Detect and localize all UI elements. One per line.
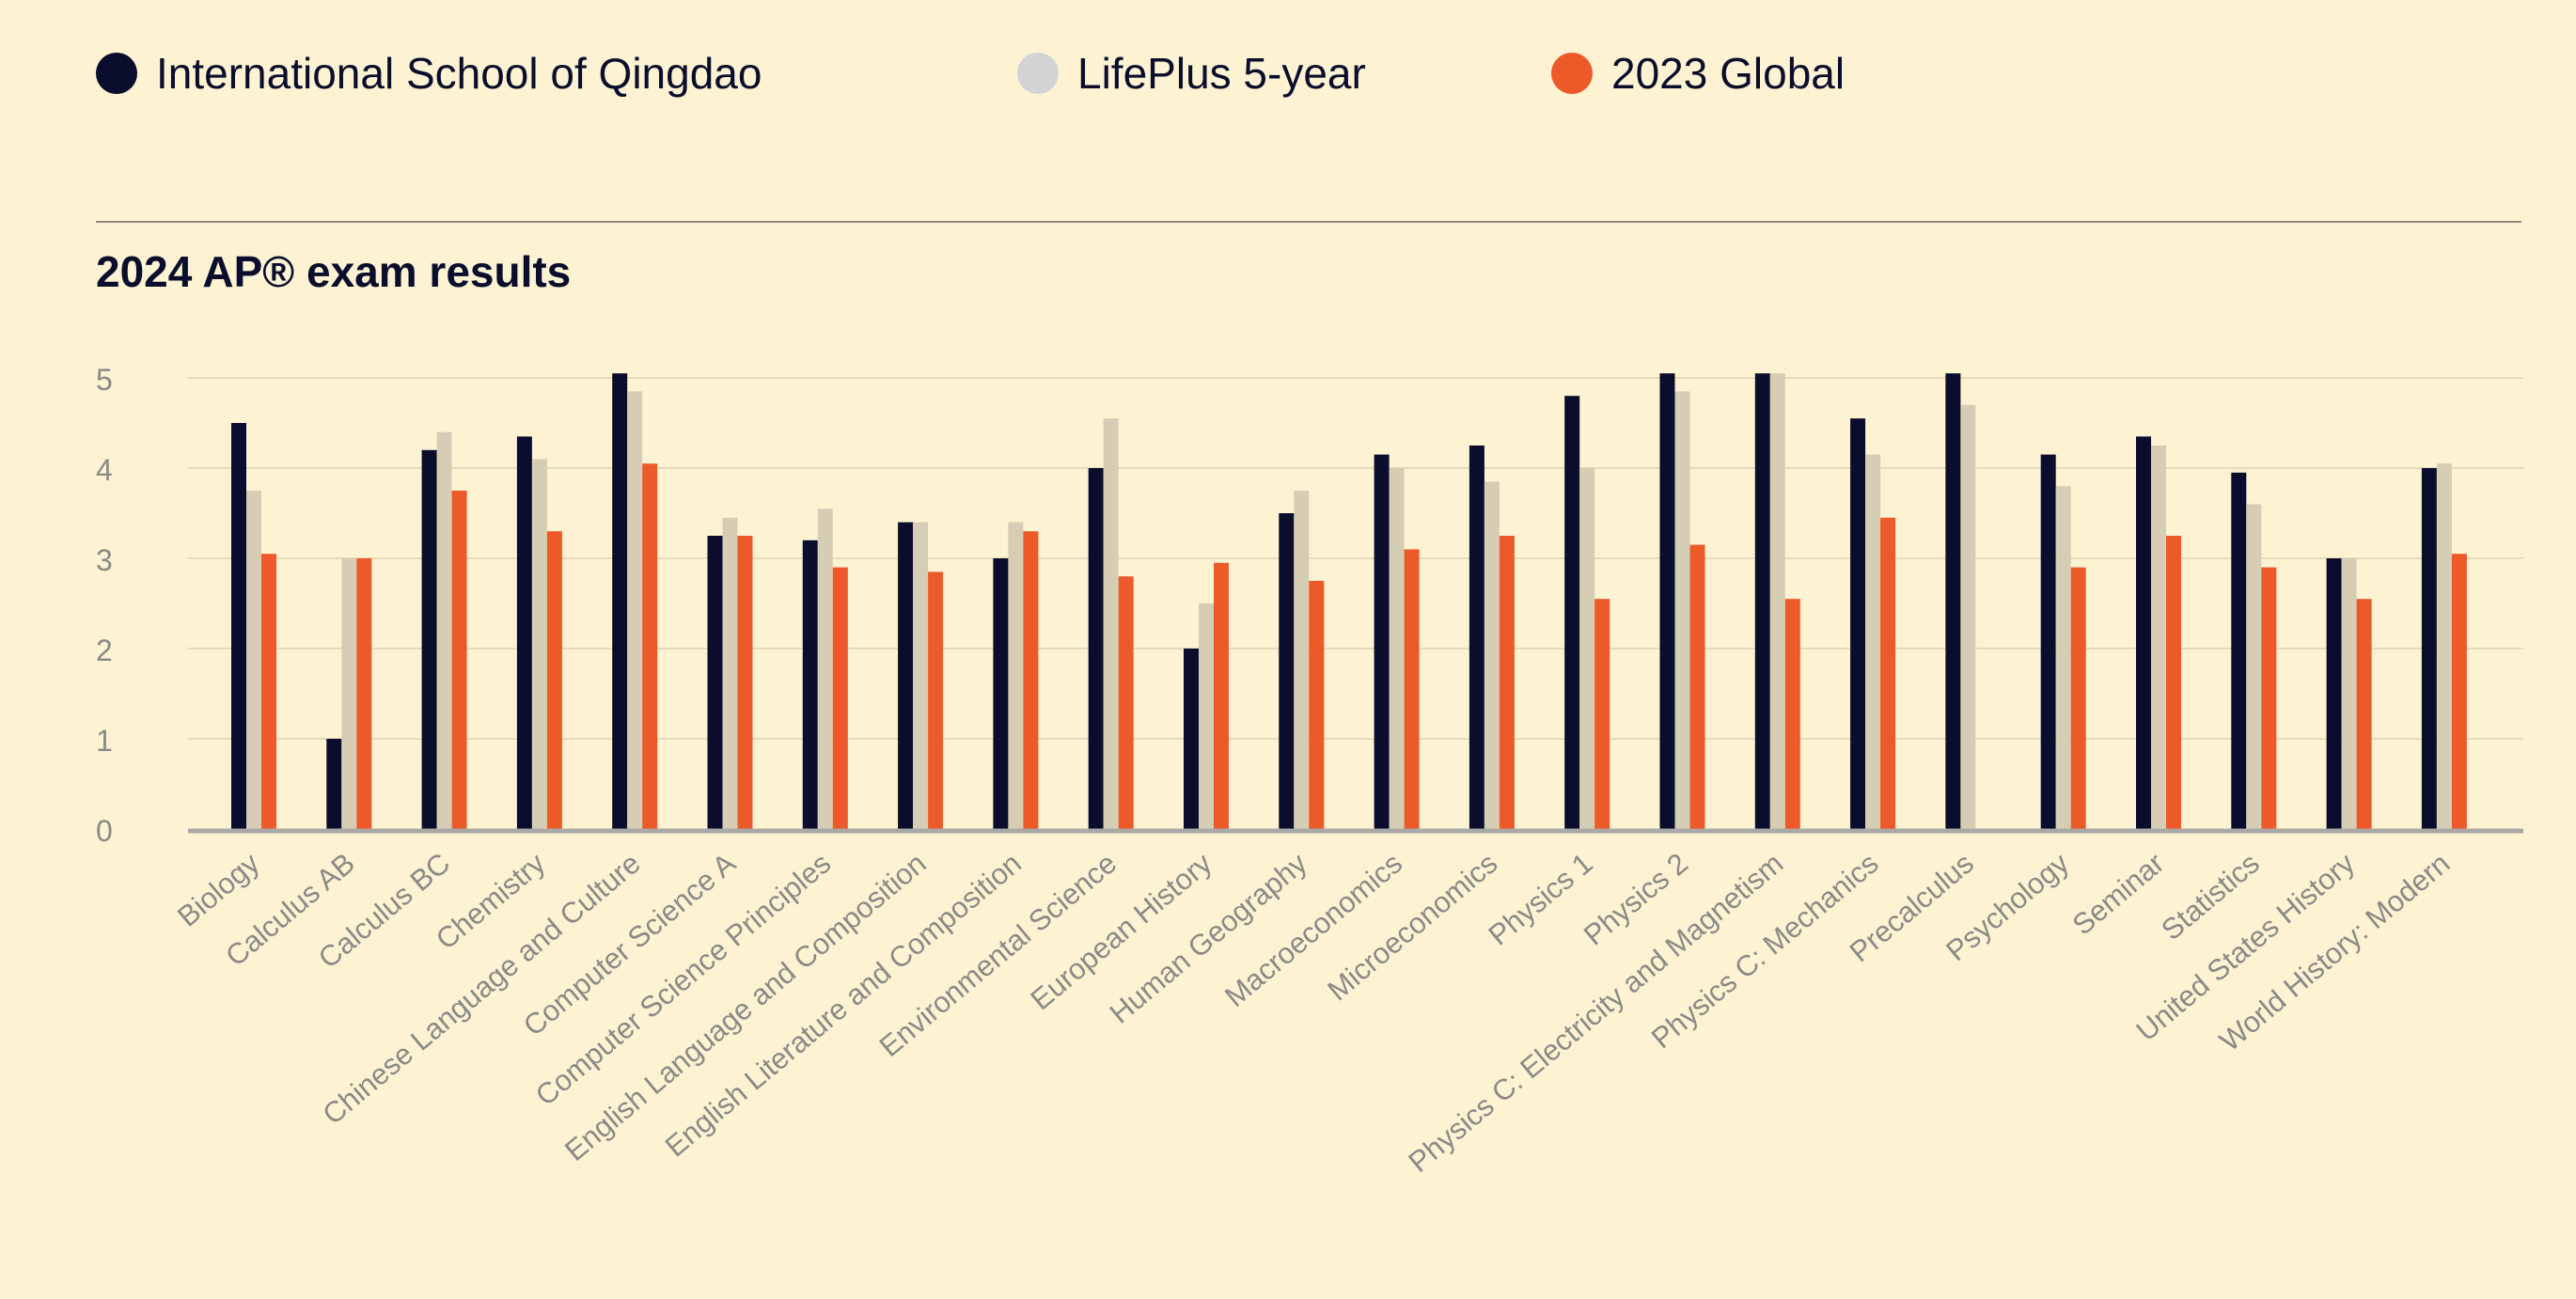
bar: [1309, 581, 1325, 829]
bar: [642, 463, 658, 829]
bar: [737, 536, 753, 829]
bar: [1960, 404, 1976, 829]
bar: [2246, 504, 2262, 829]
bar: [1850, 418, 1866, 829]
bar: [1103, 418, 1119, 829]
bar: [2261, 567, 2277, 829]
bar: [2356, 599, 2372, 829]
legend-item-isq: International School of Qingdao: [96, 48, 1017, 99]
bar: [2166, 536, 2181, 829]
bar: [993, 558, 1009, 829]
bar: [627, 391, 643, 829]
bar: [928, 571, 944, 829]
bar: [341, 558, 357, 829]
bar: [707, 536, 723, 829]
bar: [1784, 599, 1800, 829]
bar: [1579, 468, 1595, 829]
bar: [1008, 522, 1024, 829]
bar: [1674, 391, 1690, 829]
bar: [1404, 549, 1420, 829]
bar: [421, 449, 437, 829]
legend-label-global: 2023 Global: [1611, 49, 1846, 98]
bar: [1689, 544, 1705, 829]
bar: [2436, 463, 2452, 829]
bar: [1279, 513, 1295, 829]
bar: [722, 517, 738, 829]
bar: [1023, 531, 1039, 829]
bar: [516, 436, 532, 829]
bar: [2451, 554, 2467, 829]
bar: [261, 554, 276, 829]
x-tick-label: Physics 1: [1483, 847, 1599, 952]
bar: [2151, 446, 2166, 829]
bar: [1469, 446, 1484, 829]
bar: [1564, 396, 1580, 829]
bar: [2421, 468, 2437, 829]
y-tick-label: 1: [96, 724, 113, 758]
bar: [2341, 558, 2357, 829]
x-tick-label: Seminar: [2066, 847, 2171, 942]
legend-dot-global: [1551, 53, 1593, 94]
bar: [2070, 567, 2086, 829]
bar: [1118, 576, 1134, 829]
bar: [231, 423, 246, 829]
bar: [1880, 517, 1896, 829]
x-tick-label: Microeconomics: [1321, 847, 1503, 1008]
y-tick-label: 4: [96, 453, 113, 487]
bar: [531, 459, 547, 829]
bar: [817, 509, 833, 829]
legend-item-lifeplus: LifePlus 5-year: [1017, 48, 1551, 99]
y-tick-label: 5: [96, 363, 113, 397]
chart-title: 2024 AP® exam results: [96, 247, 572, 296]
legend-label-lifeplus: LifePlus 5-year: [1077, 49, 1366, 98]
bar: [612, 373, 628, 829]
y-tick-label: 3: [96, 543, 113, 577]
bar: [1484, 481, 1500, 829]
bar: [1199, 603, 1214, 829]
bar: [326, 739, 342, 829]
bar: [2040, 454, 2056, 829]
bar: [1769, 373, 1785, 829]
bar: [832, 567, 848, 829]
bar: [1214, 562, 1229, 829]
bar: [2326, 558, 2342, 829]
bar: [1659, 373, 1675, 829]
bar: [2231, 472, 2247, 829]
bar: [1594, 599, 1610, 829]
bar: [1865, 454, 1881, 829]
legend-label-isq: International School of Qingdao: [156, 49, 762, 98]
bar: [1294, 491, 1310, 829]
legend-dot-isq: [96, 53, 137, 94]
bar: [1754, 373, 1770, 829]
bar: [246, 491, 261, 829]
bar: [1374, 454, 1390, 829]
bar: [546, 531, 562, 829]
bar: [2136, 436, 2151, 829]
y-tick-label: 2: [96, 634, 113, 667]
y-tick-label: 0: [96, 814, 113, 848]
bar: [451, 491, 467, 829]
bar: [802, 540, 818, 829]
bar: [436, 431, 452, 829]
bar: [1389, 468, 1405, 829]
legend-item-global: 2023 Global: [1551, 48, 1845, 99]
bar: [1088, 468, 1104, 829]
bar: [898, 522, 914, 829]
bar: [1184, 649, 1199, 829]
bar: [2055, 486, 2071, 829]
legend: International School of Qingdao LifePlus…: [96, 45, 1845, 102]
bar: [913, 522, 929, 829]
x-tick-label: Macroeconomics: [1218, 847, 1408, 1013]
section-divider: [96, 221, 2521, 223]
bar: [356, 558, 372, 829]
legend-dot-lifeplus: [1017, 53, 1059, 94]
bar: [1499, 536, 1515, 829]
bar: [1945, 373, 1961, 829]
